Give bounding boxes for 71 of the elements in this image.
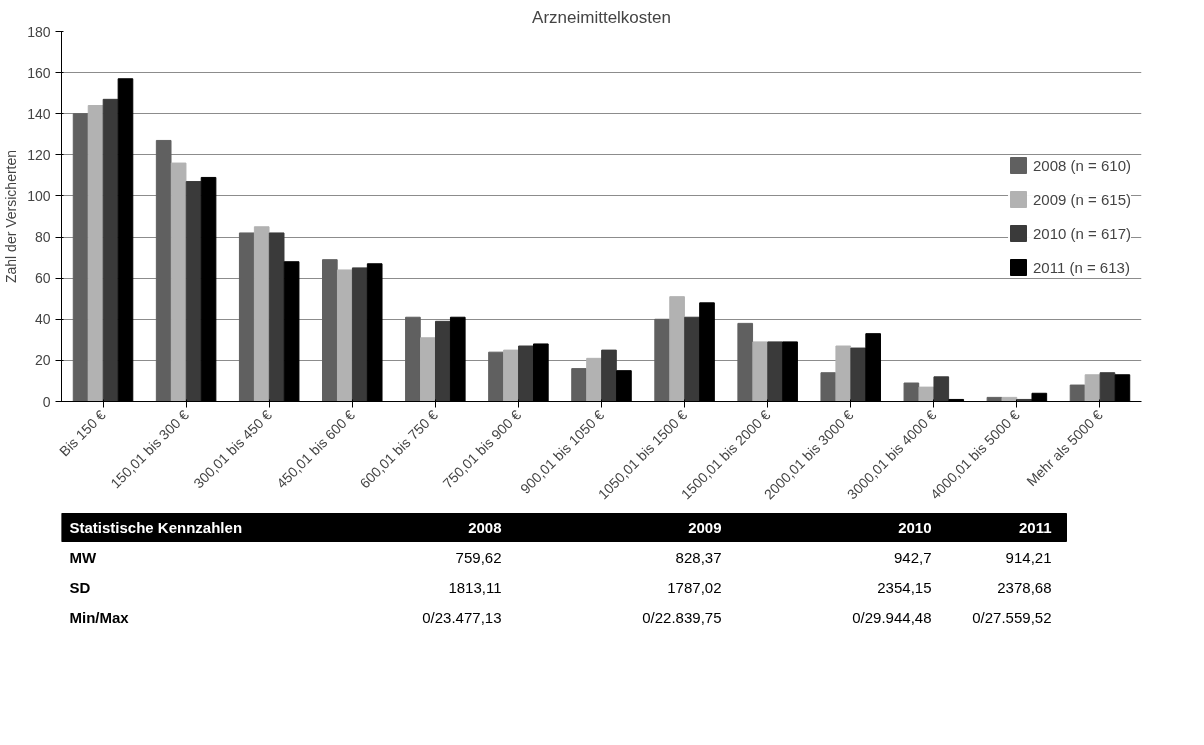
bar: [170, 162, 187, 402]
text: 1813,11: [448, 578, 502, 596]
bar: [918, 386, 935, 402]
text: MW: [69, 549, 97, 566]
y-tick-label: 140: [27, 105, 51, 122]
text: 828,37: [675, 548, 722, 566]
bar: [420, 337, 436, 402]
bar: [503, 349, 519, 402]
bar: [850, 347, 867, 402]
text: Statistische Kennzahlen: [69, 519, 243, 536]
bar: [1069, 384, 1086, 402]
bar: [87, 105, 104, 402]
text: 0/23.477,13: [422, 609, 502, 626]
y-tick-label: 0: [42, 393, 51, 410]
text: 2011: [1018, 518, 1052, 536]
bar: [684, 316, 700, 402]
y-tick-label: 160: [27, 64, 51, 81]
bar: [238, 232, 255, 402]
text: 2378,68: [997, 578, 1052, 596]
text: 0/22.839,75: [642, 609, 722, 626]
bar: [488, 351, 504, 402]
bar: [903, 382, 920, 402]
text: 1787,02: [667, 578, 722, 596]
y-axis-title: Zahl der Versicherten: [3, 149, 20, 284]
text: 759,62: [455, 548, 502, 566]
text: 942,7: [893, 548, 932, 566]
bar: [654, 318, 670, 402]
text: Min/Max: [69, 609, 130, 626]
bar: [752, 341, 768, 402]
legend-label: 2011 (n = 613): [1033, 258, 1130, 276]
bar: [669, 296, 685, 402]
bar: [405, 316, 421, 402]
bar: [72, 113, 89, 402]
bar: [185, 181, 202, 402]
y-tick-label: 40: [34, 311, 51, 328]
legend-label: 2010 (n = 617): [1033, 224, 1131, 242]
text: 0/29.944,48: [852, 609, 932, 626]
bar: [351, 267, 368, 402]
text: 2010: [898, 518, 932, 536]
y-tick-label: 80: [34, 229, 51, 246]
legend-label: 2009 (n = 615): [1033, 190, 1131, 208]
bar: [835, 345, 852, 402]
bar: [586, 357, 602, 402]
y-tick-label: 180: [27, 23, 51, 40]
legend-label: 2008 (n = 610): [1033, 156, 1131, 174]
bar: [820, 372, 837, 402]
chart-title: Arzneimittelkosten: [532, 7, 671, 27]
text: 914,21: [1005, 548, 1052, 566]
bar: [435, 320, 451, 402]
text: SD: [69, 579, 91, 596]
y-tick-label: 100: [27, 187, 51, 204]
text: 0/27.559,52: [972, 609, 1052, 626]
bar: [322, 259, 338, 402]
bar: [737, 322, 754, 402]
bar: [601, 349, 617, 402]
bar: [767, 341, 783, 402]
bar: [268, 232, 285, 402]
bar: [933, 376, 950, 402]
text: 2354,15: [877, 578, 932, 596]
bar: [253, 226, 270, 402]
bar: [336, 269, 353, 402]
bar: [1099, 372, 1116, 402]
y-tick-label: 120: [27, 146, 51, 163]
x-tick-label: Bis 150 €: [56, 406, 109, 460]
bar: [155, 139, 172, 402]
y-tick-label: 20: [34, 352, 51, 369]
text: 2009: [688, 518, 722, 536]
y-tick-label: 60: [34, 270, 51, 287]
text: 2008: [468, 518, 502, 536]
bar: [518, 345, 534, 402]
bar: [571, 368, 587, 402]
